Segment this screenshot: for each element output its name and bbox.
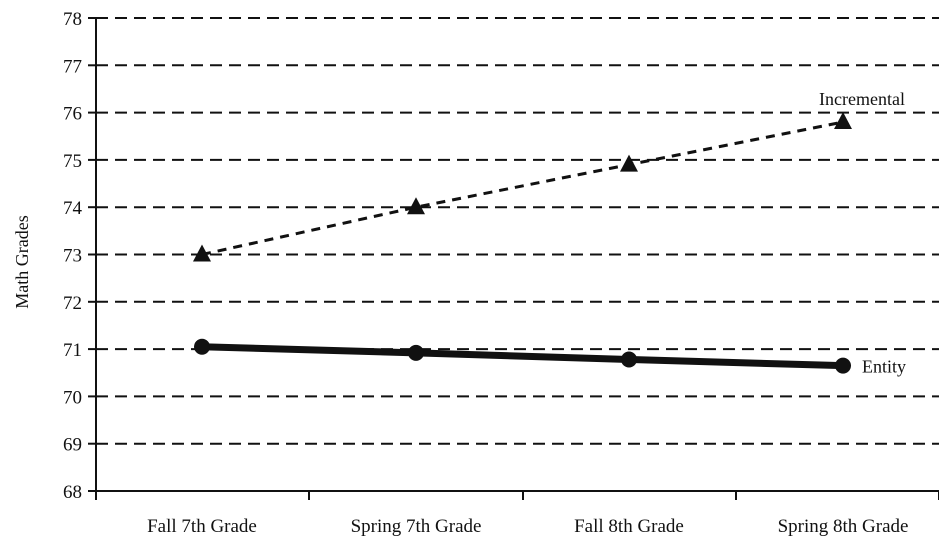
- y-axis-ticks: 68 69 70 71 72 73 74 75 76 77 78: [63, 9, 96, 503]
- y-tick-label-73: 73: [63, 246, 82, 267]
- gridlines: [96, 17, 939, 445]
- series-line-entity: [201, 343, 844, 370]
- series-layer: Incremental Entity: [193, 89, 906, 377]
- x-tick-label-1: Fall 7th Grade: [147, 516, 257, 537]
- y-axis-title: Math Grades: [12, 215, 32, 308]
- y-tick-label-72: 72: [63, 293, 82, 314]
- x-tick-label-3: Fall 8th Grade: [574, 516, 684, 537]
- x-axis-ticks: Fall 7th Grade Spring 7th Grade Fall 8th G…: [95, 491, 939, 537]
- point-entity-1: [194, 338, 210, 355]
- point-entity-2: [408, 344, 424, 361]
- point-entity-3: [621, 351, 637, 368]
- point-incremental-2: [407, 197, 425, 215]
- x-tick-label-2: Spring 7th Grade: [351, 516, 482, 537]
- y-tick-label-68: 68: [63, 482, 82, 503]
- y-tick-label-75: 75: [63, 151, 82, 172]
- point-entity-4: [835, 357, 851, 374]
- point-incremental-4: [834, 112, 852, 130]
- y-tick-label-69: 69: [63, 435, 82, 456]
- y-tick-label-70: 70: [63, 387, 82, 408]
- point-incremental-3: [620, 154, 638, 172]
- series-line-incremental: [201, 120, 844, 256]
- point-incremental-1: [193, 244, 211, 262]
- y-tick-label-77: 77: [63, 56, 82, 77]
- y-tick-label-74: 74: [63, 198, 83, 219]
- series-label-incremental: Incremental: [819, 89, 905, 109]
- y-tick-label-78: 78: [63, 9, 82, 30]
- series-entity: Entity: [194, 338, 906, 377]
- y-tick-label-71: 71: [63, 340, 82, 361]
- series-incremental: Incremental: [193, 89, 905, 262]
- series-label-entity: Entity: [862, 357, 906, 377]
- x-tick-label-4: Spring 8th Grade: [778, 516, 909, 537]
- y-tick-label-76: 76: [63, 104, 82, 125]
